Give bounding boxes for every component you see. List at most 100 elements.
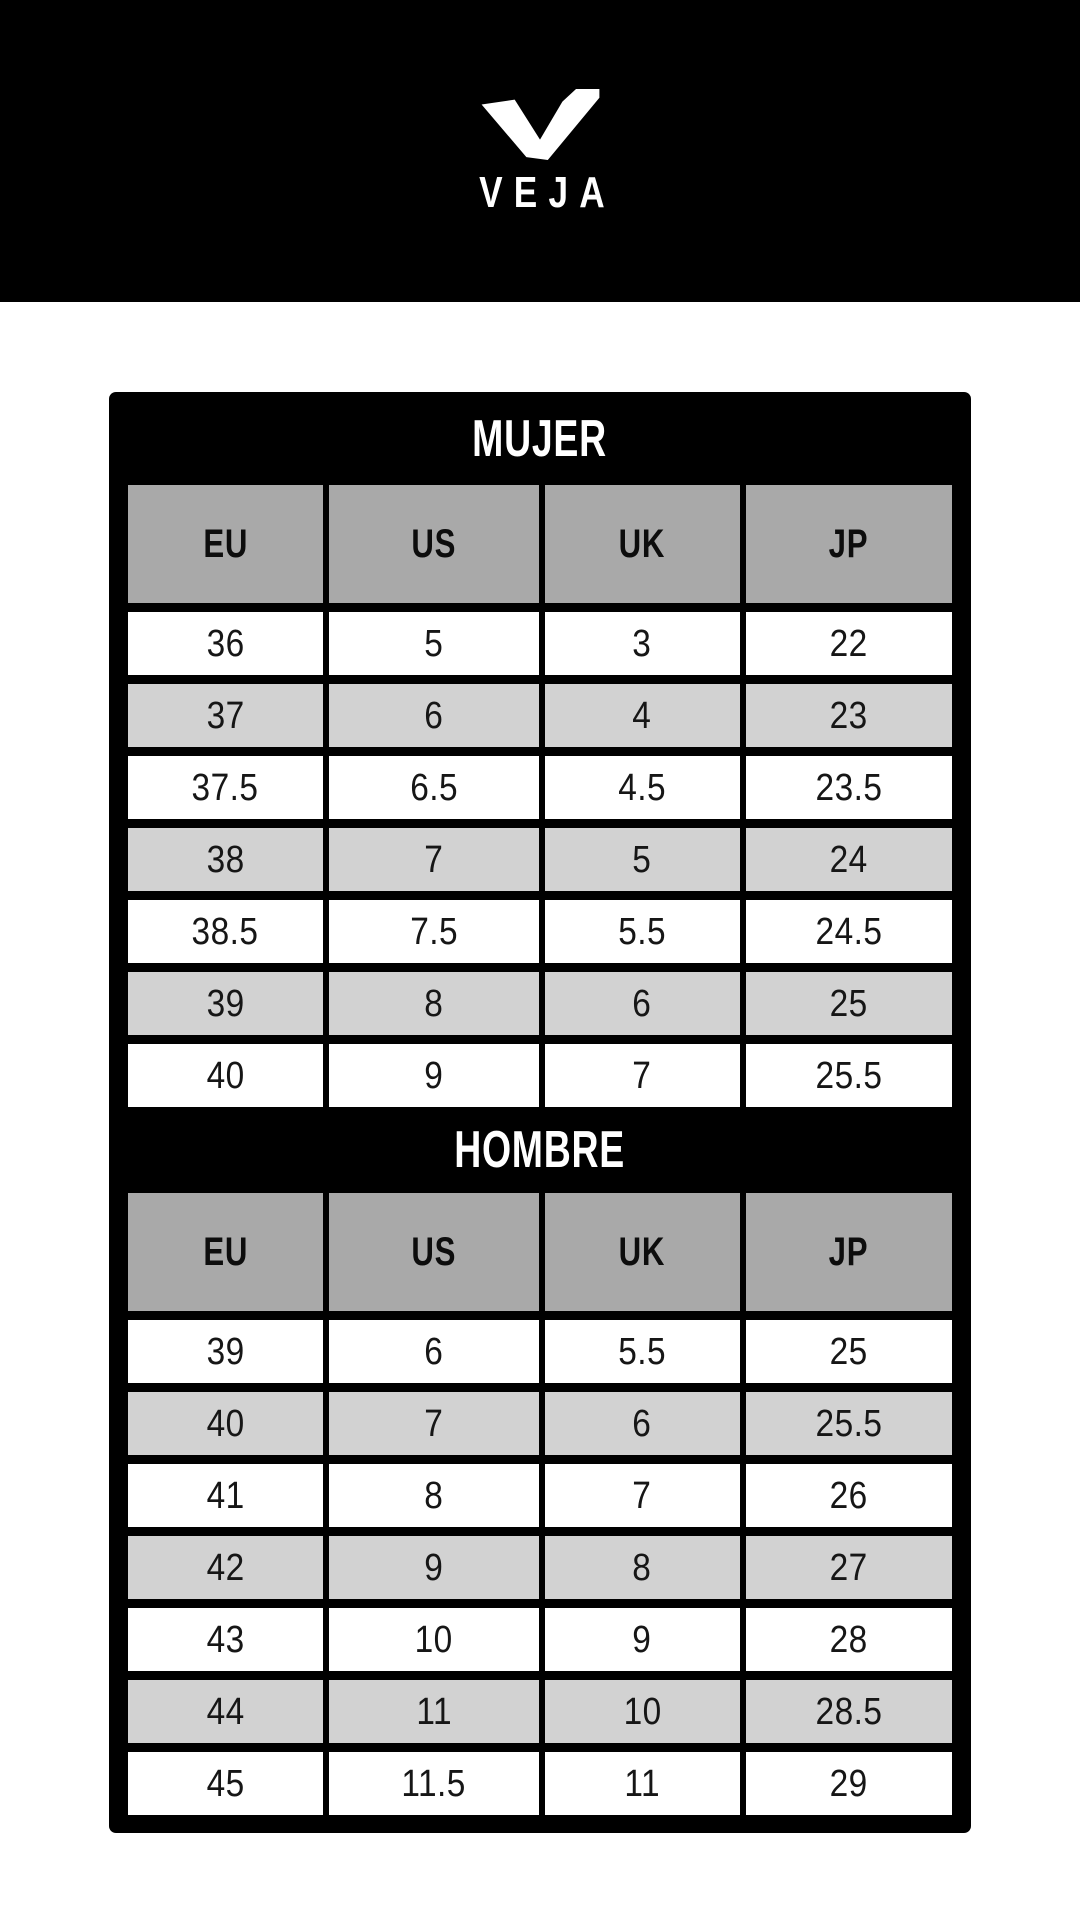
size-cell: 6: [544, 1392, 740, 1455]
column-header-label: US: [411, 1230, 457, 1274]
size-cell: 22: [745, 612, 952, 675]
size-cell: 38.5: [128, 900, 323, 963]
size-cell: 6.5: [328, 756, 539, 819]
size-value: 26: [829, 1474, 868, 1517]
size-cell: 7.5: [328, 900, 539, 963]
size-value: 9: [632, 1618, 652, 1661]
column-header-eu: EU: [128, 1193, 323, 1311]
size-value: 43: [206, 1618, 245, 1661]
size-cell: 11: [544, 1752, 740, 1815]
column-header-jp: JP: [745, 1193, 952, 1311]
size-value: 5: [424, 622, 444, 665]
size-value: 11: [624, 1762, 661, 1805]
size-value: 10: [414, 1618, 453, 1661]
size-value: 41: [206, 1474, 245, 1517]
size-cell: 7: [544, 1464, 740, 1527]
size-cell: 24.5: [745, 900, 952, 963]
column-header-jp: JP: [745, 485, 952, 603]
table-title-band: MUJER: [128, 392, 952, 485]
size-value: 6: [632, 1402, 652, 1445]
size-cell: 25.5: [745, 1044, 952, 1107]
size-cell: 39: [128, 972, 323, 1035]
size-cell: 3: [544, 612, 740, 675]
size-cell: 7: [328, 1392, 539, 1455]
size-value: 24.5: [815, 910, 883, 953]
size-cell: 42: [128, 1536, 323, 1599]
size-value: 25.5: [815, 1054, 883, 1097]
size-value: 5.5: [618, 910, 667, 953]
veja-v-icon: [481, 88, 600, 161]
size-value: 36: [206, 622, 245, 665]
size-value: 39: [206, 982, 245, 1025]
column-header-us: US: [328, 485, 539, 603]
size-value: 9: [424, 1546, 444, 1589]
size-cell: 38: [128, 828, 323, 891]
size-value: 6: [632, 982, 652, 1025]
column-header-eu: EU: [128, 485, 323, 603]
size-cell: 8: [328, 972, 539, 1035]
size-value: 5: [632, 838, 652, 881]
size-value: 4: [632, 694, 652, 737]
size-cell: 5.5: [544, 900, 740, 963]
size-value: 38: [206, 838, 245, 881]
size-cell: 7: [544, 1044, 740, 1107]
size-value: 6.5: [409, 766, 458, 809]
size-value: 6: [424, 694, 444, 737]
size-cell: 41: [128, 1464, 323, 1527]
size-grid: EU US UK JP 39 6 5.5 25 40 7 6 25.5 41 8 7 26 42 9 8 27 43 10…: [128, 1193, 952, 1815]
size-value: 7: [632, 1054, 652, 1097]
size-value: 23.5: [815, 766, 883, 809]
size-cell: 25: [745, 972, 952, 1035]
table-title: MUJER: [472, 409, 608, 468]
size-cell: 10: [328, 1608, 539, 1671]
size-cell: 44: [128, 1680, 323, 1743]
size-cell: 9: [328, 1044, 539, 1107]
page: VEJA MUJER EU US UK JP 36 5 3 22 37 6 4 23 37.5 6.5 4.5…: [0, 0, 1080, 1833]
column-header-label: JP: [828, 522, 869, 566]
size-cell: 5.5: [544, 1320, 740, 1383]
size-value: 7: [632, 1474, 652, 1517]
size-cell: 25.5: [745, 1392, 952, 1455]
size-table-mujer: MUJER EU US UK JP 36 5 3 22 37 6 4 23 37.5 6.5 4.5 23.5 3…: [128, 392, 952, 1107]
size-cell: 5: [328, 612, 539, 675]
size-cell: 4: [544, 684, 740, 747]
size-cell: 9: [544, 1608, 740, 1671]
size-cell: 25: [745, 1320, 952, 1383]
size-cell: 39: [128, 1320, 323, 1383]
size-value: 29: [829, 1762, 868, 1805]
table-title: HOMBRE: [454, 1121, 626, 1179]
size-value: 7.5: [409, 910, 458, 953]
brand-wordmark: VEJA: [478, 168, 616, 217]
size-cell: 24: [745, 828, 952, 891]
size-value: 8: [632, 1546, 652, 1589]
size-cell: 10: [544, 1680, 740, 1743]
column-header-label: EU: [202, 1230, 248, 1274]
size-cell: 45: [128, 1752, 323, 1815]
size-value: 22: [829, 622, 868, 665]
column-header-label: US: [411, 522, 457, 566]
size-value: 39: [206, 1330, 245, 1373]
size-cell: 9: [328, 1536, 539, 1599]
table-title-band: HOMBRE: [128, 1107, 952, 1193]
size-value: 24: [829, 838, 868, 881]
size-value: 27: [829, 1546, 868, 1589]
size-value: 23: [829, 694, 868, 737]
size-value: 40: [206, 1054, 245, 1097]
size-value: 7: [424, 838, 444, 881]
size-cell: 40: [128, 1392, 323, 1455]
size-cell: 4.5: [544, 756, 740, 819]
size-value: 3: [632, 622, 652, 665]
size-cell: 27: [745, 1536, 952, 1599]
size-cell: 11.5: [328, 1752, 539, 1815]
size-cell: 28: [745, 1608, 952, 1671]
size-cell: 6: [544, 972, 740, 1035]
size-value: 9: [424, 1054, 444, 1097]
size-value: 38.5: [191, 910, 259, 953]
size-value: 28: [829, 1618, 868, 1661]
size-value: 4.5: [618, 766, 667, 809]
size-grid: EU US UK JP 36 5 3 22 37 6 4 23 37.5 6.5 4.5 23.5 38 7 5 24…: [128, 485, 952, 1107]
size-value: 5.5: [618, 1330, 667, 1373]
size-cell: 11: [328, 1680, 539, 1743]
size-value: 7: [424, 1402, 444, 1445]
size-value: 11: [416, 1690, 452, 1733]
